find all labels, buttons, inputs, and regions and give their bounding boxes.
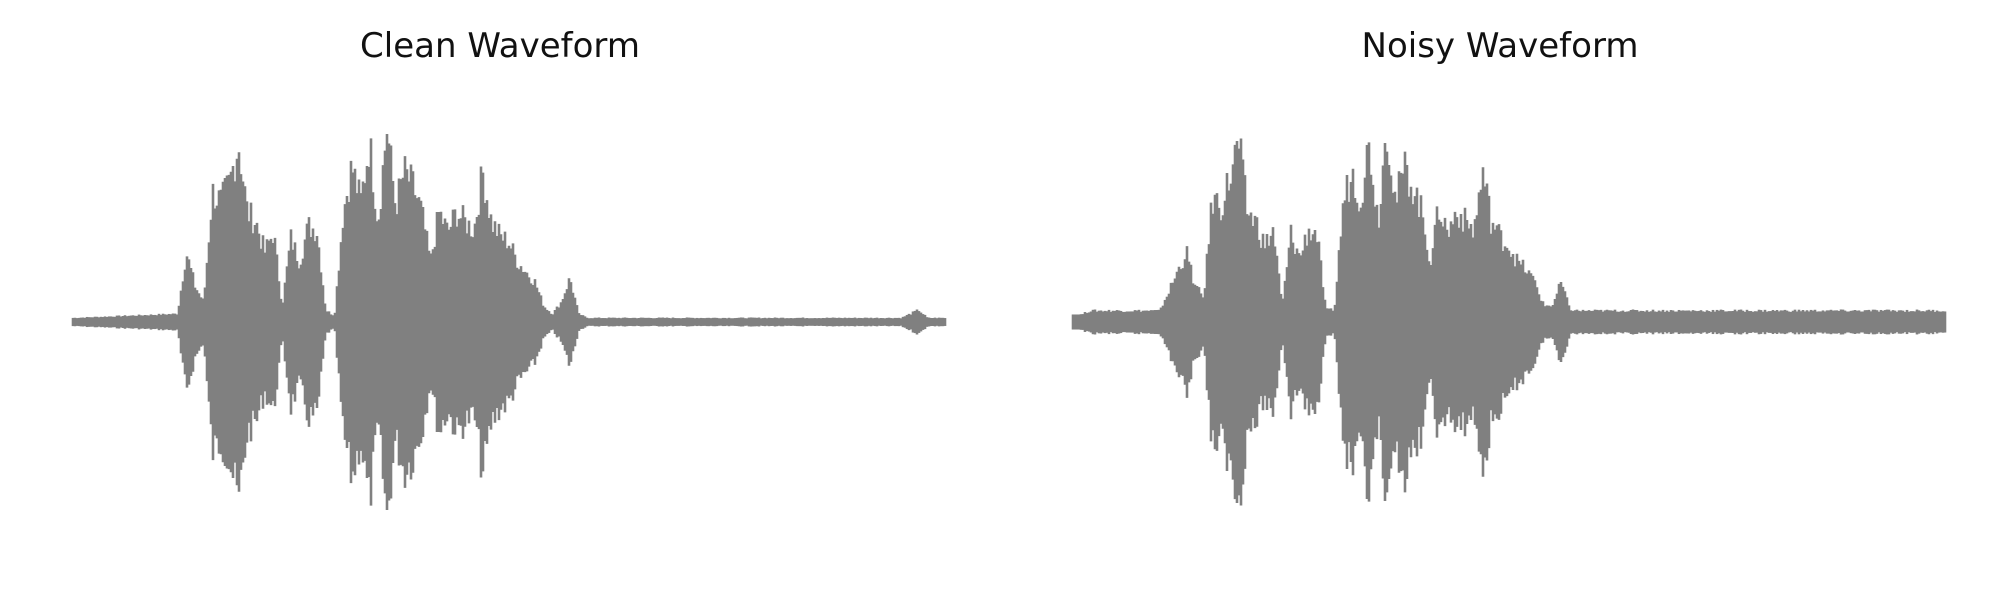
clean-waveform-plot xyxy=(71,134,947,510)
noisy-waveform-plot xyxy=(1071,138,1947,506)
chart-title: Clean Waveform xyxy=(360,26,640,66)
chart-title: Noisy Waveform xyxy=(1361,26,1639,66)
clean-waveform-panel: Clean Waveform xyxy=(71,26,947,510)
noisy-waveform-panel: Noisy Waveform xyxy=(1000,0,2000,600)
